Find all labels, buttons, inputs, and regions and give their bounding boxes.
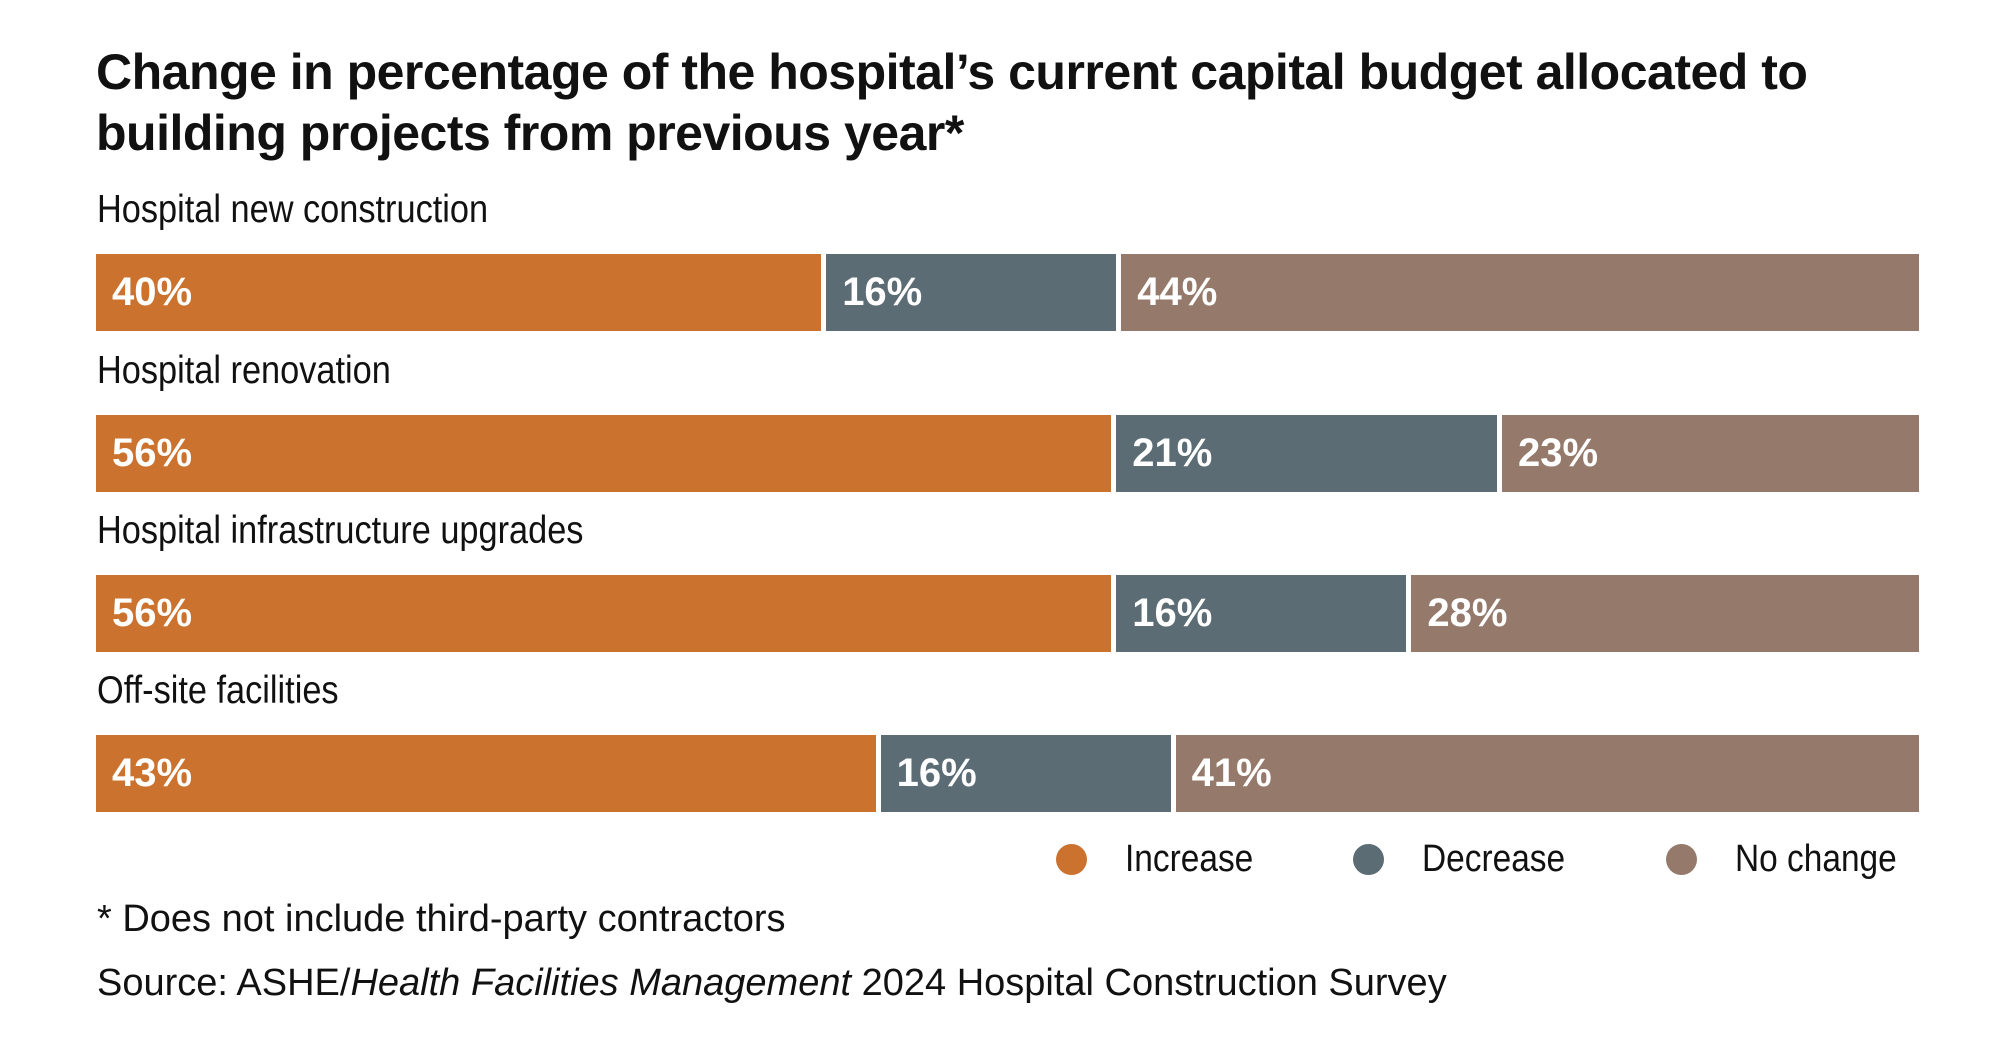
source-note: Source: ASHE/Health Facilities Managemen…: [97, 962, 1447, 1005]
data-label: 56%: [112, 431, 193, 475]
stacked-bar: 56% 21% 23%: [96, 415, 1919, 492]
bar-segment-increase: 56%: [96, 575, 1112, 652]
bar-segment-decrease: 16%: [826, 254, 1117, 331]
legend-item: No change: [1666, 838, 1919, 881]
bar-segment-no-change: 23%: [1501, 415, 1919, 492]
bar-segment-no-change: 28%: [1411, 575, 1919, 652]
legend-dot-icon: [1666, 844, 1698, 875]
data-label: 43%: [112, 751, 193, 795]
legend-item: Increase: [1055, 838, 1271, 881]
data-label: 16%: [1132, 591, 1213, 635]
source-prefix: Source: ASHE/: [97, 962, 351, 1004]
legend-dot-icon: [1352, 844, 1384, 875]
source-publication: Health Facilities Management: [350, 962, 852, 1004]
legend-label: No change: [1735, 838, 1897, 880]
stacked-bar: 40% 16% 44%: [96, 254, 1919, 331]
data-label: 44%: [1137, 270, 1218, 314]
stacked-bar: 56% 16% 28%: [96, 575, 1919, 652]
bar-segment-increase: 56%: [96, 415, 1112, 492]
data-label: 23%: [1517, 431, 1599, 475]
data-label: 16%: [896, 751, 977, 795]
stacked-bar: 43% 16% 41%: [96, 735, 1919, 812]
bar-segment-increase: 43%: [96, 735, 876, 812]
category-label: Hospital renovation: [97, 349, 391, 392]
category-label: Hospital infrastructure upgrades: [97, 509, 584, 552]
source-suffix: 2024 Hospital Construction Survey: [851, 962, 1447, 1004]
bar-segment-decrease: 16%: [880, 735, 1171, 812]
data-label: 56%: [112, 591, 193, 635]
legend-label: Decrease: [1421, 838, 1565, 880]
data-label: 21%: [1132, 431, 1213, 475]
footnote: * Does not include third-party contracto…: [97, 898, 786, 940]
legend-dot-icon: [1055, 844, 1087, 875]
bar-segment-no-change: 44%: [1121, 254, 1919, 331]
bar-segment-decrease: 16%: [1116, 575, 1407, 652]
chart-title: Change in percentage of the hospital’s c…: [96, 44, 1808, 161]
data-label: 40%: [112, 270, 193, 314]
bar-segment-no-change: 41%: [1175, 735, 1919, 812]
data-label: 28%: [1427, 591, 1508, 635]
category-label: Off-site facilities: [97, 669, 339, 712]
data-label: 16%: [842, 270, 923, 314]
data-label: 41%: [1191, 751, 1272, 795]
legend-label: Increase: [1124, 838, 1254, 880]
legend: Increase Decrease No change: [974, 838, 1919, 881]
bar-segment-decrease: 21%: [1116, 415, 1497, 492]
legend-item: Decrease: [1352, 838, 1585, 881]
category-label: Hospital new construction: [97, 188, 489, 231]
bar-segment-increase: 40%: [96, 254, 822, 331]
